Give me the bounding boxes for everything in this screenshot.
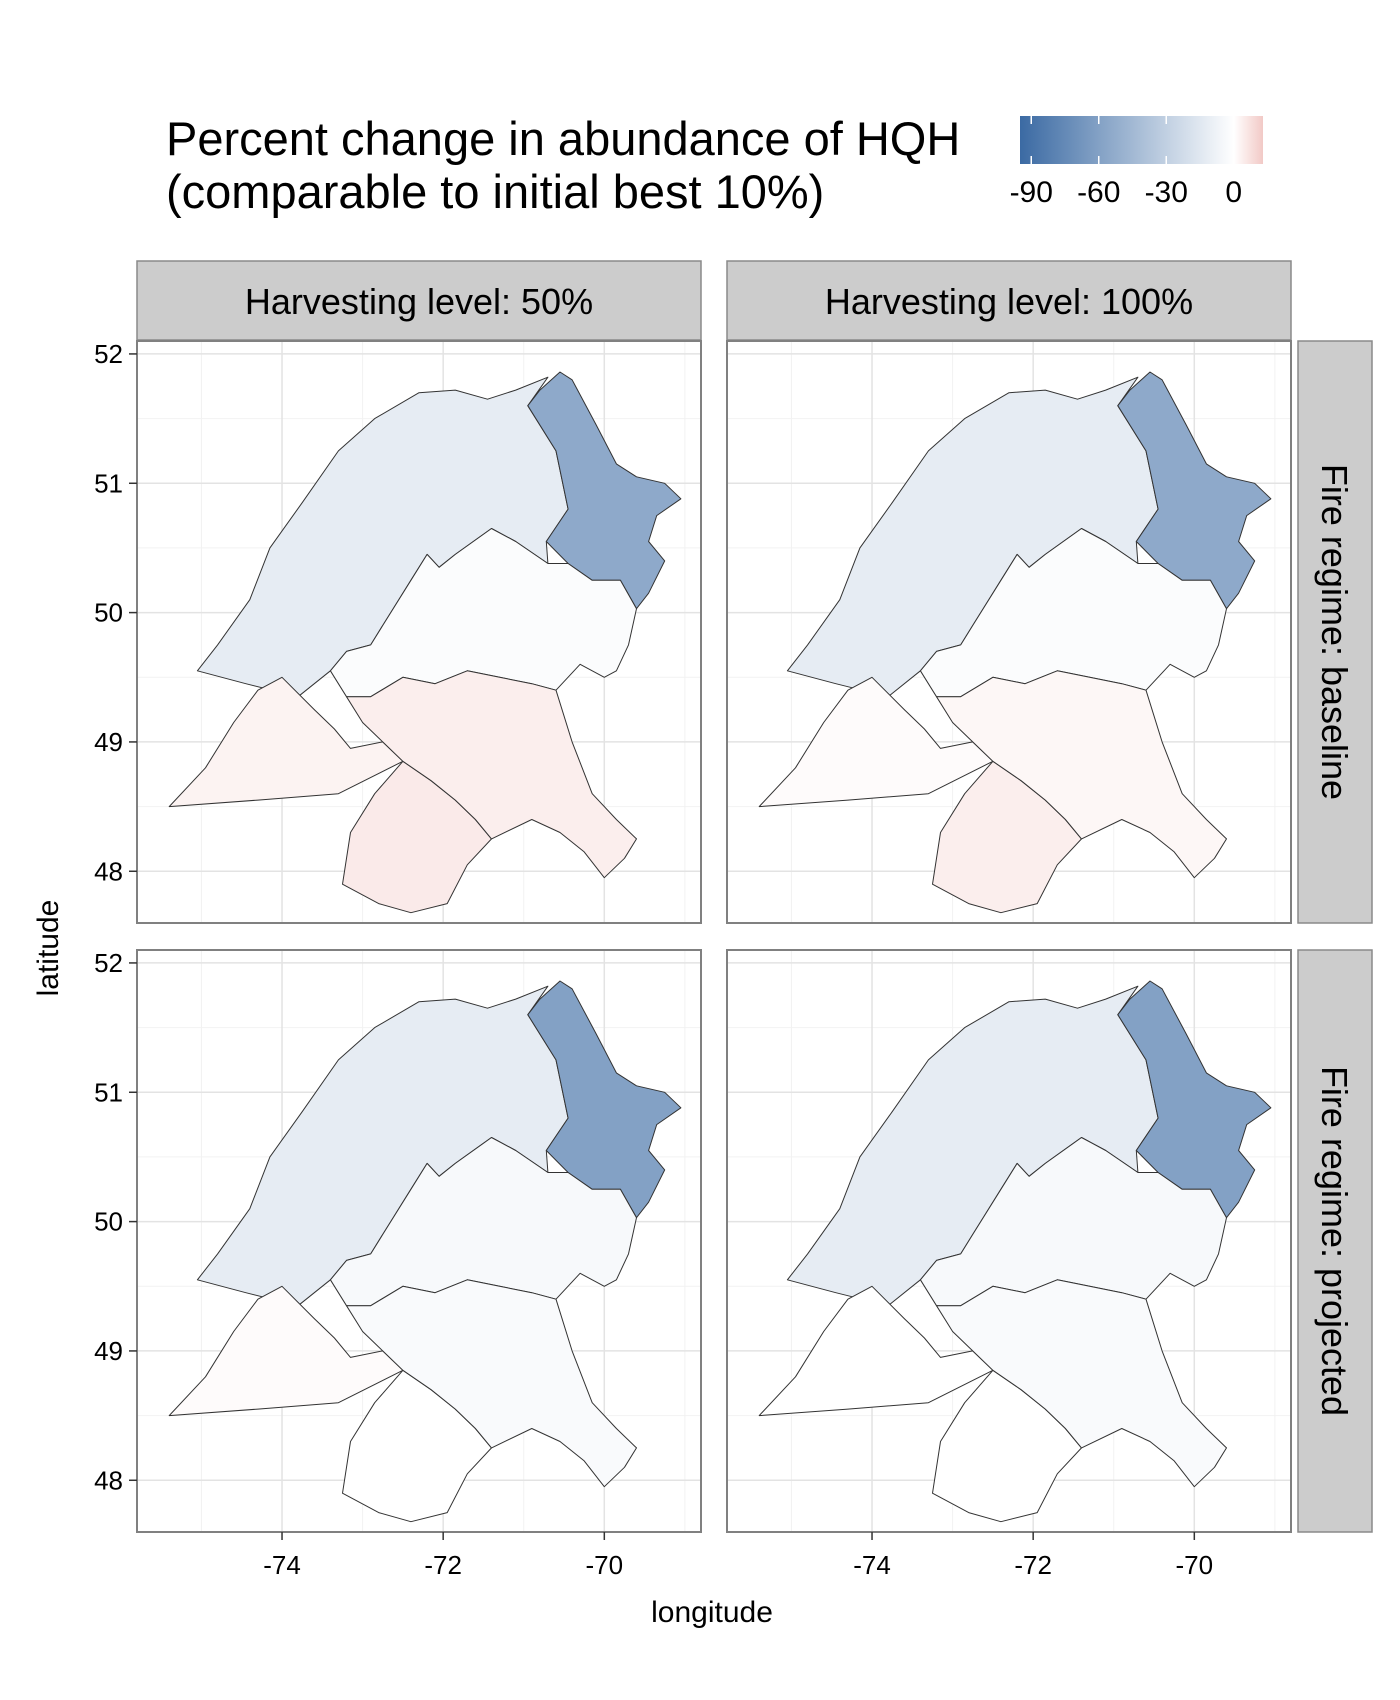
column-strip-1-label: Harvesting level: 50% xyxy=(245,281,593,322)
row-strip-1-label: Fire regime: baseline xyxy=(1314,464,1355,800)
region-north-east xyxy=(1117,980,1272,1219)
column-strip-2: Harvesting level: 100% xyxy=(726,260,1292,341)
legend-ticks: -90 -60 -30 0 xyxy=(1010,116,1242,209)
x-tick-label: -74 xyxy=(263,1550,301,1580)
region-north-east xyxy=(527,371,682,610)
x-tick-label: -72 xyxy=(424,1550,462,1580)
y-axis-row-1: 52 51 50 49 48 xyxy=(94,339,137,886)
legend-title-line2: (comparable to initial best 10%) xyxy=(166,165,824,218)
panel-border xyxy=(726,340,1292,924)
region-south-west xyxy=(758,676,994,808)
row-strip-2: Fire regime: projected xyxy=(1297,949,1373,1533)
legend-tick-label: -60 xyxy=(1077,176,1120,209)
column-strip-1: Harvesting level: 50% xyxy=(136,260,702,341)
x-axis-col-2: -74 -72 -70 xyxy=(853,1532,1213,1580)
region-south-west xyxy=(758,1285,994,1417)
legend-tick-label: -30 xyxy=(1145,176,1188,209)
y-tick-label: 49 xyxy=(94,1336,123,1366)
map-panel-harvest50-projected xyxy=(136,949,702,1533)
y-tick-label: 52 xyxy=(94,948,123,978)
region-south-east xyxy=(346,1279,637,1488)
y-axis-row-2: 52 51 50 49 48 xyxy=(94,948,137,1495)
region-south-east xyxy=(936,1279,1227,1488)
y-tick-label: 50 xyxy=(94,1207,123,1237)
x-axis-col-1: -74 -72 -70 xyxy=(263,1532,623,1580)
region-south-west xyxy=(168,1285,404,1417)
y-tick-label: 51 xyxy=(94,468,123,498)
region-south-east xyxy=(346,670,637,879)
y-tick-label: 52 xyxy=(94,339,123,369)
panel-border xyxy=(136,949,702,1533)
y-tick-label: 50 xyxy=(94,598,123,628)
panel-border xyxy=(136,340,702,924)
legend: Percent change in abundance of HQH (comp… xyxy=(166,112,1263,218)
x-tick-label: -72 xyxy=(1014,1550,1052,1580)
legend-tick-label: -90 xyxy=(1010,176,1053,209)
y-tick-label: 48 xyxy=(94,856,123,886)
panel-border xyxy=(726,949,1292,1533)
column-strip-2-label: Harvesting level: 100% xyxy=(825,281,1193,322)
x-tick-label: -70 xyxy=(1176,1550,1214,1580)
region-north-east xyxy=(527,980,682,1219)
map-panel-harvest100-projected xyxy=(726,949,1292,1533)
map-panel-harvest50-baseline xyxy=(136,340,702,924)
x-axis-title: longitude xyxy=(651,1596,773,1629)
row-strip-1: Fire regime: baseline xyxy=(1297,340,1373,924)
y-tick-label: 49 xyxy=(94,727,123,757)
map-panel-harvest100-baseline xyxy=(726,340,1292,924)
region-south-east xyxy=(936,670,1227,879)
legend-tick-label: 0 xyxy=(1225,176,1242,209)
y-tick-label: 51 xyxy=(94,1077,123,1107)
y-tick-label: 48 xyxy=(94,1465,123,1495)
row-strip-2-label: Fire regime: projected xyxy=(1314,1066,1355,1416)
y-axis-title: latitude xyxy=(32,900,65,997)
region-north-east xyxy=(1117,371,1272,610)
x-tick-label: -74 xyxy=(853,1550,891,1580)
x-tick-label: -70 xyxy=(586,1550,624,1580)
legend-title-line1: Percent change in abundance of HQH xyxy=(166,112,960,165)
legend-colorbar xyxy=(1020,116,1263,164)
region-south-west xyxy=(168,676,404,808)
